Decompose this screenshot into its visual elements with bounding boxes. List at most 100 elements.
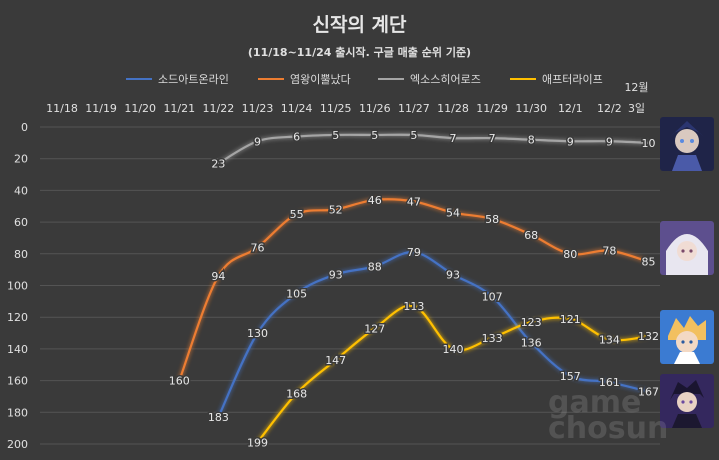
- x-tick-label: 3일: [628, 101, 645, 115]
- data-label: 23: [211, 157, 225, 170]
- data-label: 47: [407, 195, 421, 208]
- data-label: 88: [368, 260, 382, 273]
- data-label: 93: [329, 268, 343, 281]
- data-label: 134: [599, 333, 620, 346]
- y-tick-label: 200: [7, 438, 28, 451]
- data-label: 168: [286, 387, 307, 400]
- x-tick-label: 11/25: [320, 102, 352, 115]
- chart-subtitle: (11/18~11/24 출시작. 구글 매출 순위 기준): [247, 46, 472, 59]
- legend-swatch: [126, 78, 152, 80]
- legend-label: 소드아트온라인: [158, 73, 229, 86]
- legend-swatch: [510, 78, 536, 80]
- data-label: 5: [332, 129, 339, 142]
- data-label: 10: [642, 137, 656, 150]
- character-portrait-icon: [660, 374, 714, 428]
- data-label: 133: [482, 332, 503, 345]
- series: [178, 133, 649, 444]
- x-tick-label: 12/2: [597, 102, 622, 115]
- legend-swatch: [378, 78, 404, 80]
- x-tick-label: 11/19: [85, 102, 117, 115]
- data-label: 147: [325, 354, 346, 367]
- y-tick-label: 100: [7, 280, 28, 293]
- series-line-2: [217, 133, 649, 165]
- data-label: 105: [286, 287, 307, 300]
- legend-item-afterlife: 애프터라이프: [510, 71, 603, 87]
- data-label: 68: [524, 229, 538, 242]
- data-label: 9: [567, 135, 574, 148]
- series-line-0: [217, 251, 649, 418]
- x-tick-label: 11/29: [476, 102, 508, 115]
- axes: 0 20 40 60 80 100 120 140 160 180 200 11/18 11/19 11/…: [7, 81, 649, 451]
- data-label: 6: [293, 131, 300, 144]
- y-tick-label: 180: [7, 406, 28, 419]
- legend-label: 염왕이뿔났다: [290, 73, 351, 86]
- legend-label: 엑소스히어로즈: [410, 73, 481, 86]
- x-tick-label: 11/30: [515, 102, 547, 115]
- x-tick-label: 11/20: [124, 102, 156, 115]
- data-label: 5: [410, 129, 417, 142]
- data-label: 107: [482, 291, 503, 304]
- legend-swatch: [258, 78, 284, 80]
- data-label: 140: [443, 343, 464, 356]
- avatar-exos-heroes: [660, 117, 714, 171]
- data-label: 199: [247, 436, 268, 449]
- series-line-1: [178, 198, 649, 381]
- data-label: 132: [638, 330, 659, 343]
- chart-title: 신작의 계단: [312, 14, 407, 36]
- avatar-sao: [660, 374, 714, 428]
- y-tick-label: 160: [7, 375, 28, 388]
- data-label: 54: [446, 207, 460, 220]
- data-label: 80: [563, 248, 577, 261]
- y-tick-label: 60: [14, 216, 28, 229]
- data-label: 7: [489, 132, 496, 145]
- x-tick-label: 11/18: [46, 102, 78, 115]
- y-tick-label: 20: [14, 153, 28, 166]
- avatar-afterlife: [660, 310, 714, 364]
- character-portrait-icon: [660, 117, 714, 171]
- x-tick-label: 11/27: [398, 102, 430, 115]
- data-label: 7: [450, 132, 457, 145]
- data-label: 123: [521, 316, 542, 329]
- legend-item-sao: 소드아트온라인: [126, 71, 229, 87]
- data-label: 79: [407, 246, 421, 259]
- data-label: 161: [599, 376, 620, 389]
- legend-item-exos: 엑소스히어로즈: [378, 71, 481, 87]
- data-label: 160: [169, 375, 190, 388]
- legend-item-yeomwang: 염왕이뿔났다: [258, 71, 351, 87]
- x-tick-label: 11/28: [437, 102, 469, 115]
- character-portrait-icon: [660, 310, 714, 364]
- data-label: 55: [290, 208, 304, 221]
- x-tick-label: 12월: [624, 81, 648, 94]
- data-label: 9: [606, 135, 613, 148]
- data-label: 58: [485, 213, 499, 226]
- data-label: 94: [211, 270, 225, 283]
- x-tick-label: 12/1: [558, 102, 583, 115]
- data-label: 52: [329, 203, 343, 216]
- x-tick-label: 11/23: [242, 102, 274, 115]
- watermark-line2: chosun: [548, 411, 669, 446]
- character-portrait-icon: [660, 221, 714, 275]
- x-tick-label: 11/21: [163, 102, 195, 115]
- data-label: 8: [528, 134, 535, 147]
- data-label: 167: [638, 386, 659, 399]
- y-tick-label: 140: [7, 343, 28, 356]
- data-label: 9: [254, 135, 261, 148]
- data-label: 93: [446, 268, 460, 281]
- data-label: 46: [368, 194, 382, 207]
- y-tick-label: 80: [14, 248, 28, 261]
- y-tick-label: 40: [14, 184, 28, 197]
- data-label: 183: [208, 411, 229, 424]
- x-tick-label: 11/24: [281, 102, 313, 115]
- data-label: 5: [371, 129, 378, 142]
- data-label: 76: [251, 241, 265, 254]
- data-label: 136: [521, 337, 542, 350]
- watermark-line1: game: [548, 385, 642, 420]
- x-tick-label: 11/26: [359, 102, 391, 115]
- data-label: 130: [247, 327, 268, 340]
- data-label: 85: [642, 256, 656, 269]
- data-label: 127: [364, 322, 385, 335]
- legend-label: 애프터라이프: [542, 73, 603, 86]
- data-label: 121: [560, 313, 581, 326]
